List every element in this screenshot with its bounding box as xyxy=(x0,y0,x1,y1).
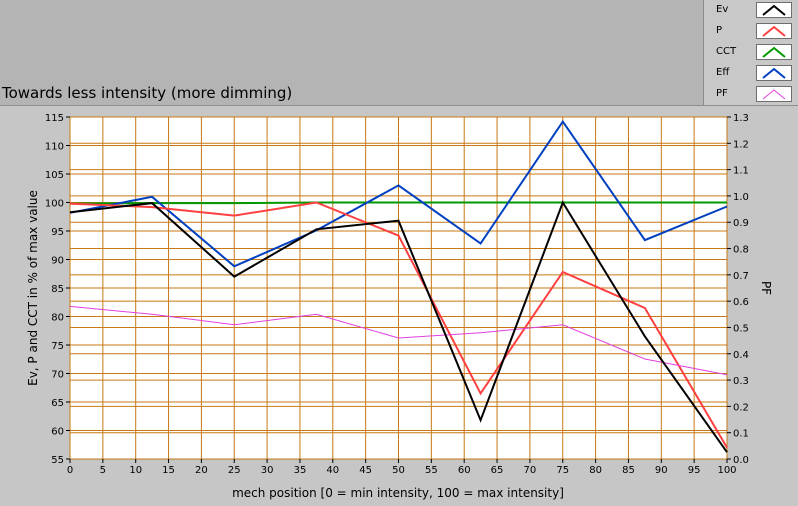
legend-label-pf: PF xyxy=(716,88,728,99)
y-tick-label: 80 xyxy=(51,313,64,324)
y2-tick-label: 0.1 xyxy=(733,429,749,440)
legend-line-eff xyxy=(762,67,786,79)
x-tick-label: 90 xyxy=(655,465,668,476)
legend-swatch-cct xyxy=(756,44,792,60)
x-tick-label: 50 xyxy=(392,465,405,476)
grid xyxy=(69,116,728,460)
y2-tick-label: 1.3 xyxy=(733,113,749,124)
y-tick-label: 85 xyxy=(51,284,64,295)
legend-item-eff: Eff xyxy=(704,63,798,84)
legend-swatch-pf xyxy=(756,86,792,102)
y2-tick-label: 1.0 xyxy=(733,192,749,203)
x-tick-label: 100 xyxy=(717,465,736,476)
y2-tick-label: 0.5 xyxy=(733,323,749,334)
legend-label-cct: CCT xyxy=(716,46,737,57)
x-tick-label: 15 xyxy=(162,465,175,476)
y2-tick-label: 0.6 xyxy=(733,297,749,308)
legend-label-ev: Ev xyxy=(716,4,729,15)
y2-tick-label: 0.8 xyxy=(733,245,749,256)
chart-title: Towards less intensity (more dimming) xyxy=(2,84,293,102)
x-tick-label: 20 xyxy=(195,465,208,476)
series-layer xyxy=(69,119,728,453)
y-tick-label: 65 xyxy=(51,398,64,409)
x-tick-label: 35 xyxy=(294,465,307,476)
x-tick-label: 95 xyxy=(688,465,701,476)
y-tick-label: 55 xyxy=(51,455,64,466)
legend-line-cct xyxy=(762,46,786,58)
legend-swatch-ev xyxy=(756,2,792,18)
y-tick-label: 110 xyxy=(45,142,64,153)
y-tick-label: 60 xyxy=(51,427,64,438)
x-tick-label: 5 xyxy=(100,465,106,476)
x-tick-label: 70 xyxy=(524,465,537,476)
y-tick-label: 70 xyxy=(51,370,64,381)
legend-label-eff: Eff xyxy=(716,67,730,78)
y2-tick-label: 0.3 xyxy=(733,376,749,387)
x-axis-title: mech position [0 = min intensity, 100 = … xyxy=(232,486,564,500)
y2-tick-label: 0.4 xyxy=(733,350,749,361)
legend-label-p: P xyxy=(716,25,723,36)
x-tick-label: 30 xyxy=(261,465,274,476)
x-tick-label: 10 xyxy=(129,465,142,476)
x-tick-label: 45 xyxy=(359,465,372,476)
legend-item-cct: CCT xyxy=(704,42,798,63)
y2-tick-label: 1.2 xyxy=(733,139,749,150)
y-tick-label: 105 xyxy=(45,170,64,181)
y-tick-label: 115 xyxy=(45,113,64,124)
legend-line-ev xyxy=(762,4,786,16)
series-line-p xyxy=(69,201,728,449)
x-tick-label: 25 xyxy=(228,465,241,476)
x-tick-label: 65 xyxy=(491,465,504,476)
legend-swatch-p xyxy=(756,23,792,39)
y2-tick-label: 0.9 xyxy=(733,218,749,229)
series-line-ev xyxy=(69,200,728,453)
y2-axis-ticks: 0.0 0.1 0.2 0.3 0.4 0.5 0.6 0.7 0.8 0.9 1.0 1.1 1.2 1… xyxy=(727,113,749,466)
y2-tick-label: 0.0 xyxy=(733,455,749,466)
y-tick-label: 75 xyxy=(51,341,64,352)
x-tick-label: 55 xyxy=(425,465,438,476)
x-axis-ticks: 0 5 10 15 20 25 30 35 40 45 50 55 60 65 70 75 80 85 90 95 10… xyxy=(67,459,737,476)
x-tick-label: 80 xyxy=(589,465,602,476)
x-tick-label: 85 xyxy=(622,465,635,476)
chart-svg: 0 5 10 15 20 25 30 35 40 45 50 55 60 65 70 75 80 85 90 95 10… xyxy=(26,113,773,500)
y-tick-label: 90 xyxy=(51,256,64,267)
x-tick-label: 40 xyxy=(326,465,339,476)
y-tick-label: 100 xyxy=(45,199,64,210)
series-line-eff xyxy=(69,119,728,268)
legend-line-pf xyxy=(762,89,786,100)
legend-item-pf: PF xyxy=(704,84,798,105)
legend-item-p: P xyxy=(704,21,798,42)
x-tick-label: 0 xyxy=(67,465,73,476)
y2-tick-label: 0.7 xyxy=(733,271,749,282)
y2-tick-label: 0.2 xyxy=(733,402,749,413)
x-tick-label: 75 xyxy=(556,465,569,476)
series-line-pf xyxy=(69,305,728,376)
y2-axis-title: PF xyxy=(759,281,773,295)
y-axis-title: Ev, P and CCT in % of max value xyxy=(26,190,40,386)
x-tick-label: 60 xyxy=(458,465,471,476)
y-axis-ticks: 55 60 65 70 75 80 85 90 95 100 105 110 115 xyxy=(45,113,70,466)
legend: Ev P CCT Eff PF xyxy=(703,0,798,106)
legend-item-ev: Ev xyxy=(704,0,798,21)
series-line-cct xyxy=(69,201,727,205)
y-tick-label: 95 xyxy=(51,227,64,238)
plot-frame: 0 5 10 15 20 25 30 35 40 45 50 55 60 65 70 75 80 85 90 95 10… xyxy=(0,105,798,506)
legend-line-p xyxy=(762,25,786,37)
legend-swatch-eff xyxy=(756,65,792,81)
y2-tick-label: 1.1 xyxy=(733,166,749,177)
